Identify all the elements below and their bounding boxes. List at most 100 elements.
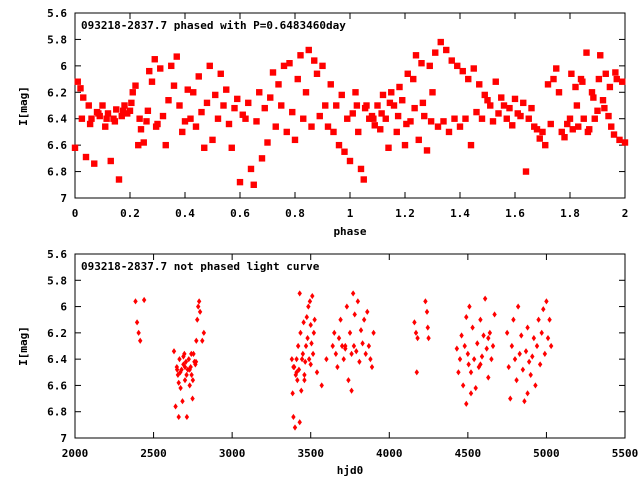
data-point (253, 118, 260, 125)
data-point (590, 94, 597, 101)
data-point (465, 75, 472, 83)
data-point (464, 314, 469, 321)
data-point (305, 335, 310, 342)
data-point (178, 384, 183, 392)
data-point (192, 123, 200, 130)
data-point (429, 89, 436, 96)
phased-plot-title: 093218-2837.7 phased with P=0.6483460day (81, 19, 346, 32)
data-point (77, 85, 84, 92)
data-point (341, 148, 348, 155)
data-point (525, 115, 532, 122)
data-point (514, 377, 519, 384)
data-point (572, 83, 579, 91)
data-point (378, 110, 385, 117)
unphased-plot-ylabel: I[mag] (17, 326, 30, 366)
data-point (371, 122, 378, 129)
data-point (366, 342, 372, 350)
data-point (486, 335, 491, 342)
data-point (457, 356, 463, 363)
data-point (412, 52, 420, 59)
data-point (335, 363, 340, 371)
data-point (475, 340, 480, 347)
data-point (471, 356, 477, 363)
data-point (528, 371, 533, 378)
data-point (610, 131, 618, 138)
data-point (355, 128, 362, 136)
data-point (534, 342, 540, 350)
data-point (498, 94, 505, 101)
x-tick-label: 4500 (455, 447, 482, 460)
data-point (459, 67, 466, 75)
x-tick-label: 3000 (219, 447, 246, 460)
data-point (196, 303, 201, 310)
data-point (136, 115, 143, 122)
data-point (525, 390, 530, 397)
data-point (126, 107, 134, 114)
data-point (206, 62, 213, 70)
data-point (569, 126, 576, 133)
data-point (443, 46, 450, 54)
data-point (236, 178, 244, 186)
data-point (432, 49, 439, 56)
data-point (107, 157, 114, 165)
data-point (201, 144, 208, 151)
data-point (382, 115, 389, 122)
data-point (415, 136, 422, 144)
data-point (423, 298, 428, 305)
data-point (361, 316, 367, 323)
data-point (341, 356, 346, 363)
data-point (319, 62, 326, 70)
data-point (520, 99, 527, 107)
data-point (506, 104, 513, 112)
y-tick-label: 6 (60, 301, 67, 314)
data-point (481, 332, 486, 339)
data-point (509, 122, 516, 129)
data-point (173, 53, 180, 60)
data-point (104, 110, 112, 117)
data-point (484, 97, 491, 104)
data-point (448, 57, 455, 64)
data-point (536, 135, 543, 142)
unphased-plot: 093218-2837.7 not phased light curve hjd… (17, 248, 638, 477)
data-point (146, 67, 153, 75)
y-tick-label: 5.8 (47, 33, 67, 46)
data-point (339, 342, 345, 350)
data-point (182, 363, 188, 371)
data-point (183, 358, 189, 365)
data-point (294, 75, 301, 83)
data-point (165, 97, 172, 104)
data-point (176, 413, 181, 421)
data-point (132, 82, 139, 89)
data-point (327, 81, 334, 88)
data-point (597, 52, 604, 59)
data-point (379, 91, 387, 99)
data-point (231, 104, 238, 112)
data-point (179, 128, 186, 136)
data-point (542, 141, 549, 149)
data-point (588, 89, 596, 96)
data-point (440, 118, 447, 125)
data-point (548, 342, 554, 350)
data-point (168, 62, 175, 70)
data-point (525, 324, 530, 331)
data-point (349, 350, 354, 357)
data-point (539, 329, 544, 336)
data-point (349, 110, 356, 117)
data-point (454, 345, 460, 352)
data-point (190, 89, 197, 96)
data-point (350, 290, 356, 297)
phased-plot-points (71, 38, 629, 188)
data-point (294, 369, 299, 376)
data-point (508, 395, 513, 402)
data-point (511, 316, 516, 323)
data-point (462, 115, 469, 122)
data-point (456, 123, 464, 130)
data-point (352, 89, 359, 96)
data-point (333, 350, 339, 357)
data-point (530, 353, 535, 360)
data-point (302, 89, 310, 96)
data-point (612, 69, 619, 76)
data-point (478, 115, 486, 122)
data-point (411, 104, 418, 112)
data-point (396, 83, 403, 91)
